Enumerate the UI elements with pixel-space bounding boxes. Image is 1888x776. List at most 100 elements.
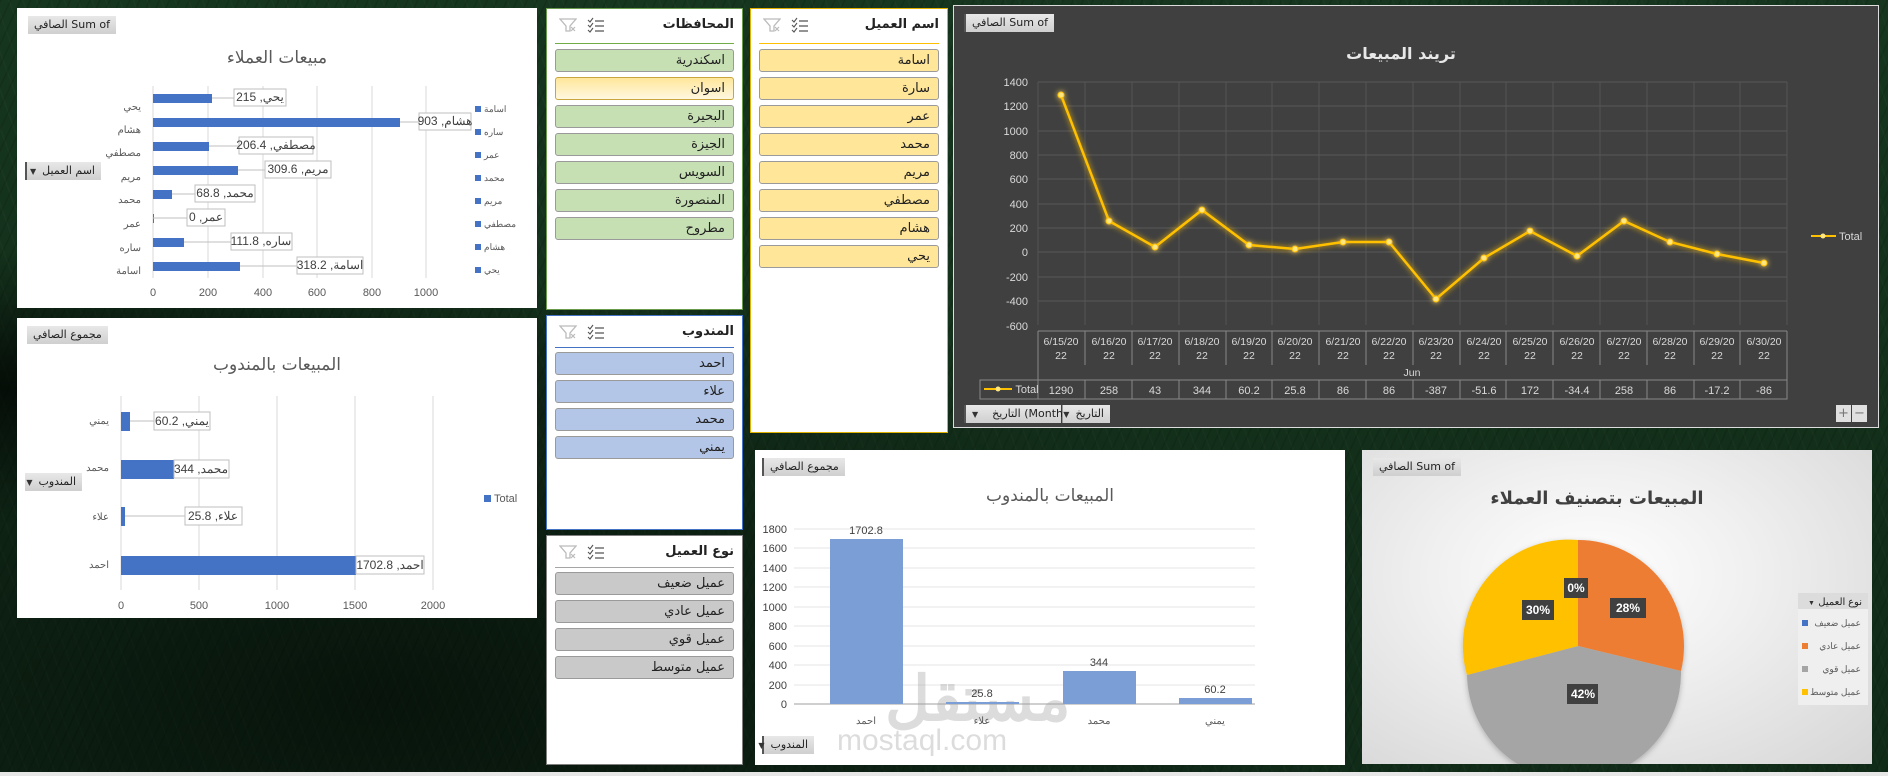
date-filter-button[interactable]: التاريخ ▼ xyxy=(1062,405,1110,423)
dropdown-arrow-icon: ▼ xyxy=(30,167,37,176)
multi-select-icon[interactable] xyxy=(587,17,605,37)
slicer-item[interactable]: علاء xyxy=(555,380,734,403)
slicer-item-hover[interactable]: اسوان xyxy=(555,77,734,100)
svg-text:22: 22 xyxy=(1383,350,1395,362)
trend-chart[interactable]: Sum of الصافي تريند المبيعات xyxy=(953,5,1879,428)
svg-text:ساره, 111.8: ساره, 111.8 xyxy=(231,234,292,248)
axis-field-label: اسم العميل xyxy=(42,164,95,177)
svg-text:1000: 1000 xyxy=(414,287,438,299)
slicer-item[interactable]: اسامة xyxy=(759,49,939,72)
chart-title: تريند المبيعات xyxy=(1346,44,1456,63)
expand-button[interactable]: + xyxy=(1836,405,1851,422)
x-axis-ticks: 0 500 1000 1500 2000 xyxy=(118,600,445,612)
customer-name-slicer[interactable]: اسم العميل اسامة سارة عمر محمد مريم مصطف… xyxy=(750,8,948,433)
slicer-title: المندوب xyxy=(681,324,734,339)
svg-text:6/27/20: 6/27/20 xyxy=(1606,336,1641,348)
rep-sales-column-chart[interactable]: مجموع الصافي المبيعات بالمندوب 1800 1600… xyxy=(755,450,1345,765)
clear-filter-icon[interactable] xyxy=(558,17,578,37)
slicer-item[interactable]: يمني xyxy=(555,436,734,459)
slicer-item[interactable]: هشام xyxy=(759,217,939,240)
slicer-item[interactable]: مصطفي xyxy=(759,189,939,212)
svg-text:-200: -200 xyxy=(1006,272,1028,284)
svg-text:22: 22 xyxy=(1289,350,1301,362)
sum-field-button[interactable]: مجموع الصافي xyxy=(762,458,845,476)
svg-text:28%: 28% xyxy=(1616,601,1640,615)
slicer-item[interactable]: سارة xyxy=(759,77,939,100)
svg-text:عمر: عمر xyxy=(123,219,141,230)
svg-text:86: 86 xyxy=(1383,385,1395,397)
customer-type-slicer[interactable]: نوع العميل عميل ضعيف عميل عادي عميل قوي … xyxy=(546,535,743,765)
slicer-item[interactable]: يحي xyxy=(759,245,939,268)
svg-text:يحي: يحي xyxy=(484,265,500,275)
svg-text:مستقل: مستقل xyxy=(885,665,1071,734)
slicer-item[interactable]: عميل ضعيف xyxy=(555,572,734,595)
customer-sales-plot: 0 200 400 600 800 1000 يحي هشام مصطفي مر… xyxy=(105,86,516,299)
slicer-item[interactable]: البحيرة xyxy=(555,105,734,128)
clear-filter-icon[interactable] xyxy=(762,17,782,37)
collapse-button[interactable]: − xyxy=(1852,405,1867,422)
customer-name-axis-button[interactable]: اسم العميل ▼ xyxy=(25,162,101,180)
slicer-item[interactable]: احمد xyxy=(555,352,734,375)
slicer-item[interactable]: عميل قوي xyxy=(555,628,734,651)
svg-text:258: 258 xyxy=(1100,385,1118,397)
svg-text:172: 172 xyxy=(1521,385,1539,397)
svg-text:22: 22 xyxy=(1243,350,1255,362)
svg-text:علاء: علاء xyxy=(92,512,109,523)
slicer-item[interactable]: محمد xyxy=(759,133,939,156)
slicer-item[interactable]: عميل عادي xyxy=(555,600,734,623)
slicer-item[interactable]: اسكندرية xyxy=(555,49,734,72)
customer-sales-chart[interactable]: Sum of الصافي مبيعات العملاء اسم العميل ▼… xyxy=(17,8,537,308)
slicer-item[interactable]: عميل متوسط xyxy=(555,656,734,679)
clear-filter-icon[interactable] xyxy=(558,324,578,344)
slicer-item[interactable]: المنصورة xyxy=(555,189,734,212)
multi-select-icon[interactable] xyxy=(791,17,809,37)
svg-text:يمني: يمني xyxy=(89,416,109,427)
svg-text:يحي: يحي xyxy=(123,102,141,113)
svg-text:1000: 1000 xyxy=(265,600,289,612)
slicer-item[interactable]: السويس xyxy=(555,161,734,184)
slicer-item[interactable]: مطروح xyxy=(555,217,734,240)
slicer-item[interactable]: مريم xyxy=(759,161,939,184)
svg-text:200: 200 xyxy=(769,680,787,692)
governorates-slicer[interactable]: المحافظات اسكندرية اسوان البحيرة الجيزة … xyxy=(546,8,743,310)
sum-field-button[interactable]: Sum of الصافي xyxy=(28,16,117,34)
svg-text:محمد: محمد xyxy=(1088,716,1111,727)
svg-text:43: 43 xyxy=(1149,385,1161,397)
svg-text:6/18/20: 6/18/20 xyxy=(1184,336,1219,348)
svg-text:1200: 1200 xyxy=(763,582,787,594)
svg-text:هشام: هشام xyxy=(484,242,505,253)
rep-axis-button[interactable]: المندوب ▼ xyxy=(25,473,82,491)
slicer-item[interactable]: الجيزة xyxy=(555,133,734,156)
y-axis-labels: يحي هشام مصطفي مريم محمد عمر ساره اسامة xyxy=(105,102,141,277)
slicer-title: اسم العميل xyxy=(864,17,939,32)
svg-text:-387: -387 xyxy=(1425,385,1447,397)
svg-text:Total: Total xyxy=(1015,384,1038,396)
svg-text:1500: 1500 xyxy=(343,600,367,612)
svg-text:1290: 1290 xyxy=(1049,385,1073,397)
sum-field-button[interactable]: Sum of الصافي xyxy=(1373,458,1462,476)
sum-field-button[interactable]: مجموع الصافي xyxy=(27,326,108,344)
slicer-item[interactable]: عمر xyxy=(759,105,939,128)
svg-text:يحي, 215: يحي, 215 xyxy=(236,90,284,104)
customer-type-pie-chart[interactable]: Sum of الصافي المبيعات بتصنيف العملاء 0%… xyxy=(1362,450,1872,764)
svg-text:400: 400 xyxy=(769,660,787,672)
svg-text:6/19/20: 6/19/20 xyxy=(1231,336,1266,348)
svg-text:-400: -400 xyxy=(1006,296,1028,308)
multi-select-icon[interactable] xyxy=(587,324,605,344)
svg-text:6/20/20: 6/20/20 xyxy=(1277,336,1312,348)
chart-title: المبيعات بالمندوب xyxy=(986,486,1114,506)
svg-text:محمد, 344: محمد, 344 xyxy=(174,462,228,476)
y-axis-labels: يمني محمد علاء احمد xyxy=(86,416,109,571)
svg-text:mostaql.com: mostaql.com xyxy=(837,724,1007,757)
rep-axis-button[interactable]: المندوب ▼ xyxy=(758,736,814,754)
rep-sales-bar-chart[interactable]: مجموع الصافي المبيعات بالمندوب المندوب▼ … xyxy=(17,318,537,618)
month-filter-button[interactable]: ▼ التاريخ (Month) xyxy=(964,405,1067,423)
trend-line xyxy=(1057,91,1768,303)
sum-field-button[interactable]: Sum of الصافي xyxy=(964,14,1055,32)
rep-slicer[interactable]: المندوب احمد علاء محمد يمني xyxy=(546,315,743,530)
clear-filter-icon[interactable] xyxy=(558,544,578,564)
multi-select-icon[interactable] xyxy=(587,544,605,564)
data-labels: 1702.8 25.8 344 60.2 xyxy=(849,525,1226,700)
x-axis-ticks: 0 200 400 600 800 1000 xyxy=(150,287,438,299)
slicer-item[interactable]: محمد xyxy=(555,408,734,431)
